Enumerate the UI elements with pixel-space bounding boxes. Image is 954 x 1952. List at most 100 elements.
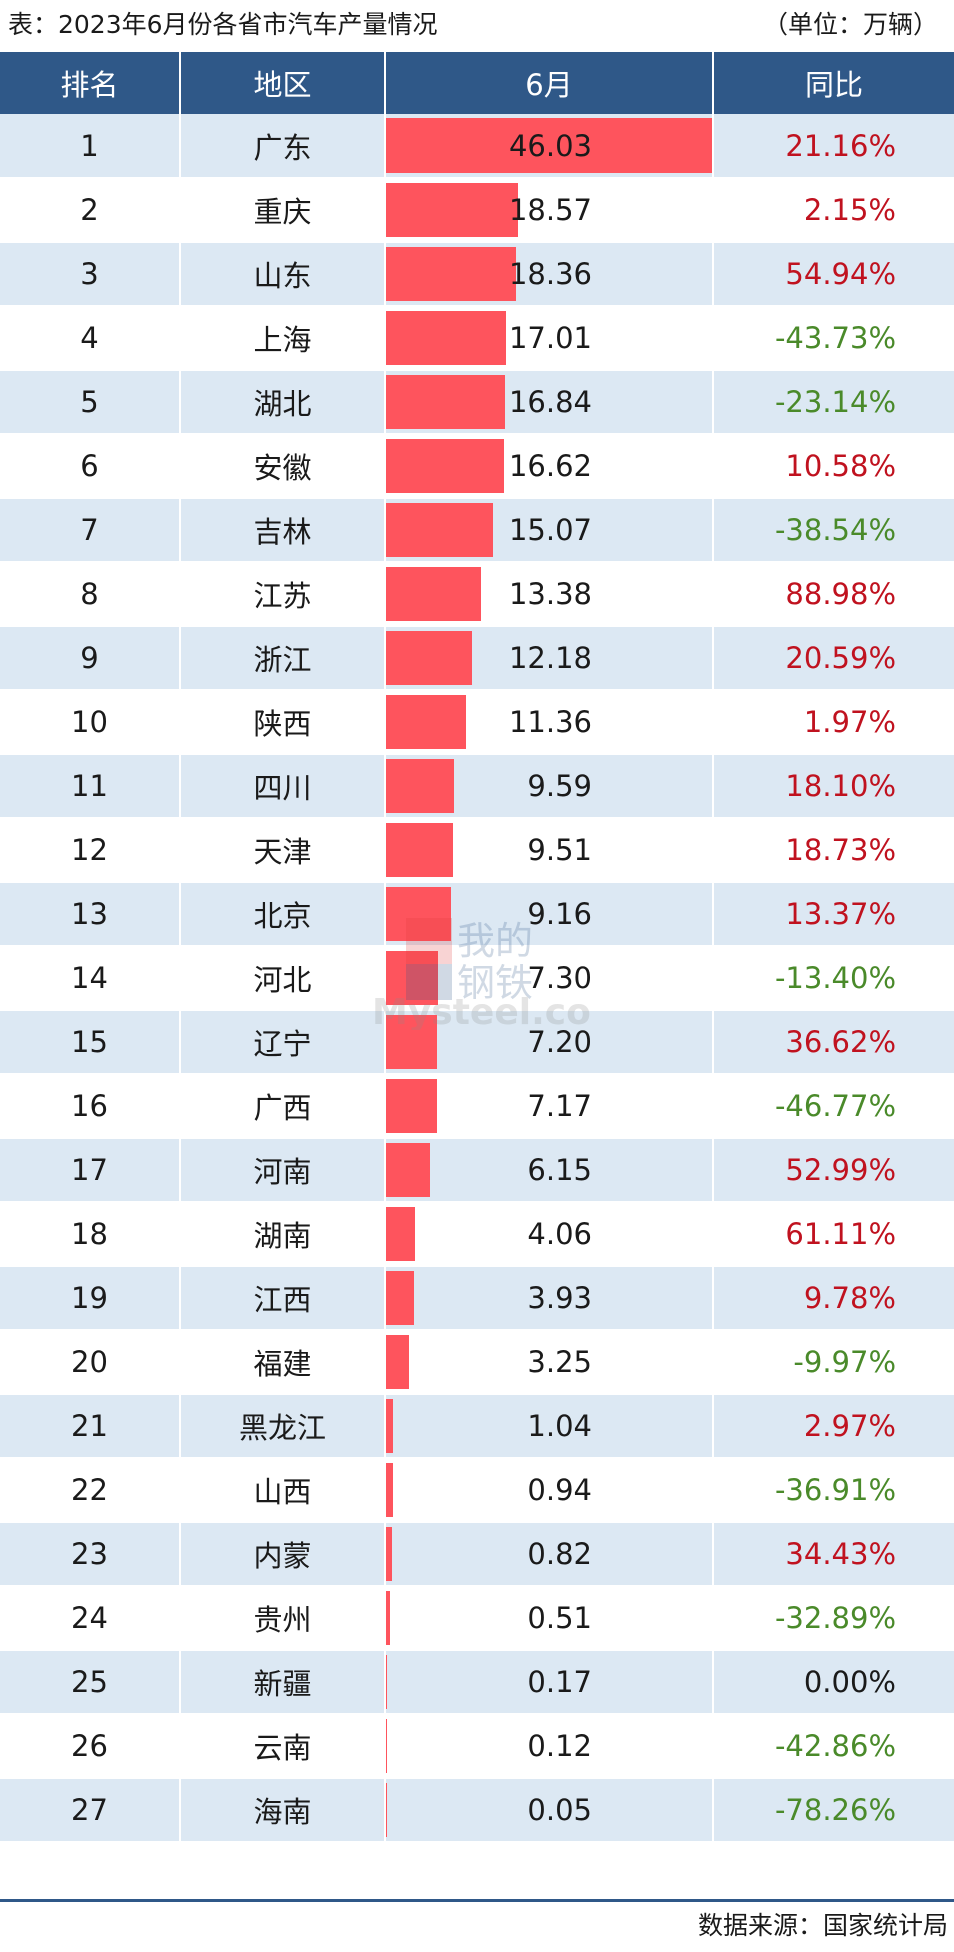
yoy-cell: 20.59% <box>713 626 954 691</box>
value-cell: 9.59 <box>385 754 714 819</box>
yoy-cell: 10.58% <box>713 434 954 499</box>
table-row: 15 辽宁 7.20 36.62% <box>0 1010 954 1075</box>
rank-cell: 10 <box>0 690 181 755</box>
region-cell: 河北 <box>180 946 386 1011</box>
yoy-cell: 36.62% <box>713 1010 954 1075</box>
value-label: 17.01 <box>508 321 592 355</box>
rank-cell: 2 <box>0 178 181 243</box>
table-row: 19 江西 3.93 9.78% <box>0 1266 954 1331</box>
rank-cell: 8 <box>0 562 181 627</box>
value-label: 3.93 <box>527 1281 592 1315</box>
value-cell: 7.17 <box>385 1074 714 1139</box>
region-cell: 海南 <box>180 1778 386 1843</box>
yoy-cell: 2.15% <box>713 178 954 243</box>
value-cell: 0.82 <box>385 1522 714 1587</box>
value-cell: 3.93 <box>385 1266 714 1331</box>
value-label: 11.36 <box>508 705 592 739</box>
yoy-cell: 2.97% <box>713 1394 954 1459</box>
rank-cell: 21 <box>0 1394 181 1459</box>
table-row: 12 天津 9.51 18.73% <box>0 818 954 883</box>
value-label: 0.51 <box>527 1601 592 1635</box>
bar <box>386 887 451 941</box>
rank-cell: 7 <box>0 498 181 563</box>
value-cell: 13.38 <box>385 562 714 627</box>
value-label: 0.17 <box>527 1665 592 1699</box>
region-cell: 辽宁 <box>180 1010 386 1075</box>
rank-cell: 17 <box>0 1138 181 1203</box>
yoy-cell: -43.73% <box>713 306 954 371</box>
bar <box>386 759 454 813</box>
unit-label: （单位：万辆） <box>762 10 938 39</box>
yoy-cell: 18.10% <box>713 754 954 819</box>
value-cell: 46.03 <box>385 114 714 179</box>
bar <box>386 1591 390 1645</box>
bar <box>386 1399 394 1453</box>
rank-cell: 3 <box>0 242 181 307</box>
value-label: 0.94 <box>527 1473 592 1507</box>
value-label: 12.18 <box>508 641 592 675</box>
bar <box>386 1015 437 1069</box>
table-body: 1 广东 46.03 21.16% 2 重庆 18.57 2.15% 3 山东 18.36 54.94… <box>0 114 954 1843</box>
bar <box>386 1079 437 1133</box>
table-row: 6 安徽 16.62 10.58% <box>0 434 954 499</box>
region-cell: 内蒙 <box>180 1522 386 1587</box>
bar <box>386 631 473 685</box>
value-label: 0.05 <box>527 1793 592 1827</box>
value-cell: 0.51 <box>385 1586 714 1651</box>
yoy-cell: 34.43% <box>713 1522 954 1587</box>
rank-cell: 12 <box>0 818 181 883</box>
region-cell: 浙江 <box>180 626 386 691</box>
value-cell: 1.04 <box>385 1394 714 1459</box>
table-row: 13 北京 9.16 13.37% <box>0 882 954 947</box>
column-header-rank: 排名 <box>0 52 181 114</box>
rank-cell: 20 <box>0 1330 181 1395</box>
production-table: 排名 地区 6月 同比 1 广东 46.03 21.16% 2 重庆 18.57 2.15% 3… <box>0 52 954 1843</box>
bar <box>386 1207 415 1261</box>
region-cell: 山东 <box>180 242 386 307</box>
region-cell: 广西 <box>180 1074 386 1139</box>
table-row: 18 湖南 4.06 61.11% <box>0 1202 954 1267</box>
table-row: 27 海南 0.05 -78.26% <box>0 1778 954 1843</box>
rank-cell: 22 <box>0 1458 181 1523</box>
rank-cell: 1 <box>0 114 181 179</box>
rank-cell: 6 <box>0 434 181 499</box>
value-cell: 3.25 <box>385 1330 714 1395</box>
table-row: 1 广东 46.03 21.16% <box>0 114 954 179</box>
value-cell: 12.18 <box>385 626 714 691</box>
table-row: 11 四川 9.59 18.10% <box>0 754 954 819</box>
value-label: 46.03 <box>508 128 592 163</box>
yoy-cell: 61.11% <box>713 1202 954 1267</box>
region-cell: 江西 <box>180 1266 386 1331</box>
region-cell: 湖南 <box>180 1202 386 1267</box>
table-row: 21 黑龙江 1.04 2.97% <box>0 1394 954 1459</box>
rank-cell: 13 <box>0 882 181 947</box>
region-cell: 吉林 <box>180 498 386 563</box>
bar <box>386 1527 392 1581</box>
table-title: 表：2023年6月份各省市汽车产量情况 <box>8 10 438 39</box>
bar <box>386 823 454 877</box>
column-header-yoy: 同比 <box>713 52 954 114</box>
yoy-cell: 0.00% <box>713 1650 954 1715</box>
bar <box>386 1655 388 1709</box>
value-label: 4.06 <box>527 1217 592 1251</box>
region-cell: 广东 <box>180 114 386 179</box>
value-cell: 11.36 <box>385 690 714 755</box>
table-row: 2 重庆 18.57 2.15% <box>0 178 954 243</box>
value-cell: 0.94 <box>385 1458 714 1523</box>
table-row: 3 山东 18.36 54.94% <box>0 242 954 307</box>
value-label: 6.15 <box>527 1153 592 1187</box>
table-row: 7 吉林 15.07 -38.54% <box>0 498 954 563</box>
yoy-cell: 9.78% <box>713 1266 954 1331</box>
region-cell: 福建 <box>180 1330 386 1395</box>
value-label: 18.36 <box>508 257 592 291</box>
table-row: 16 广西 7.17 -46.77% <box>0 1074 954 1139</box>
value-cell: 18.57 <box>385 178 714 243</box>
table-row: 20 福建 3.25 -9.97% <box>0 1330 954 1395</box>
yoy-cell: -46.77% <box>713 1074 954 1139</box>
value-label: 9.51 <box>527 833 592 867</box>
bar <box>386 1271 414 1325</box>
value-label: 16.62 <box>508 449 592 483</box>
yoy-cell: 18.73% <box>713 818 954 883</box>
table-row: 4 上海 17.01 -43.73% <box>0 306 954 371</box>
value-label: 16.84 <box>508 385 592 419</box>
